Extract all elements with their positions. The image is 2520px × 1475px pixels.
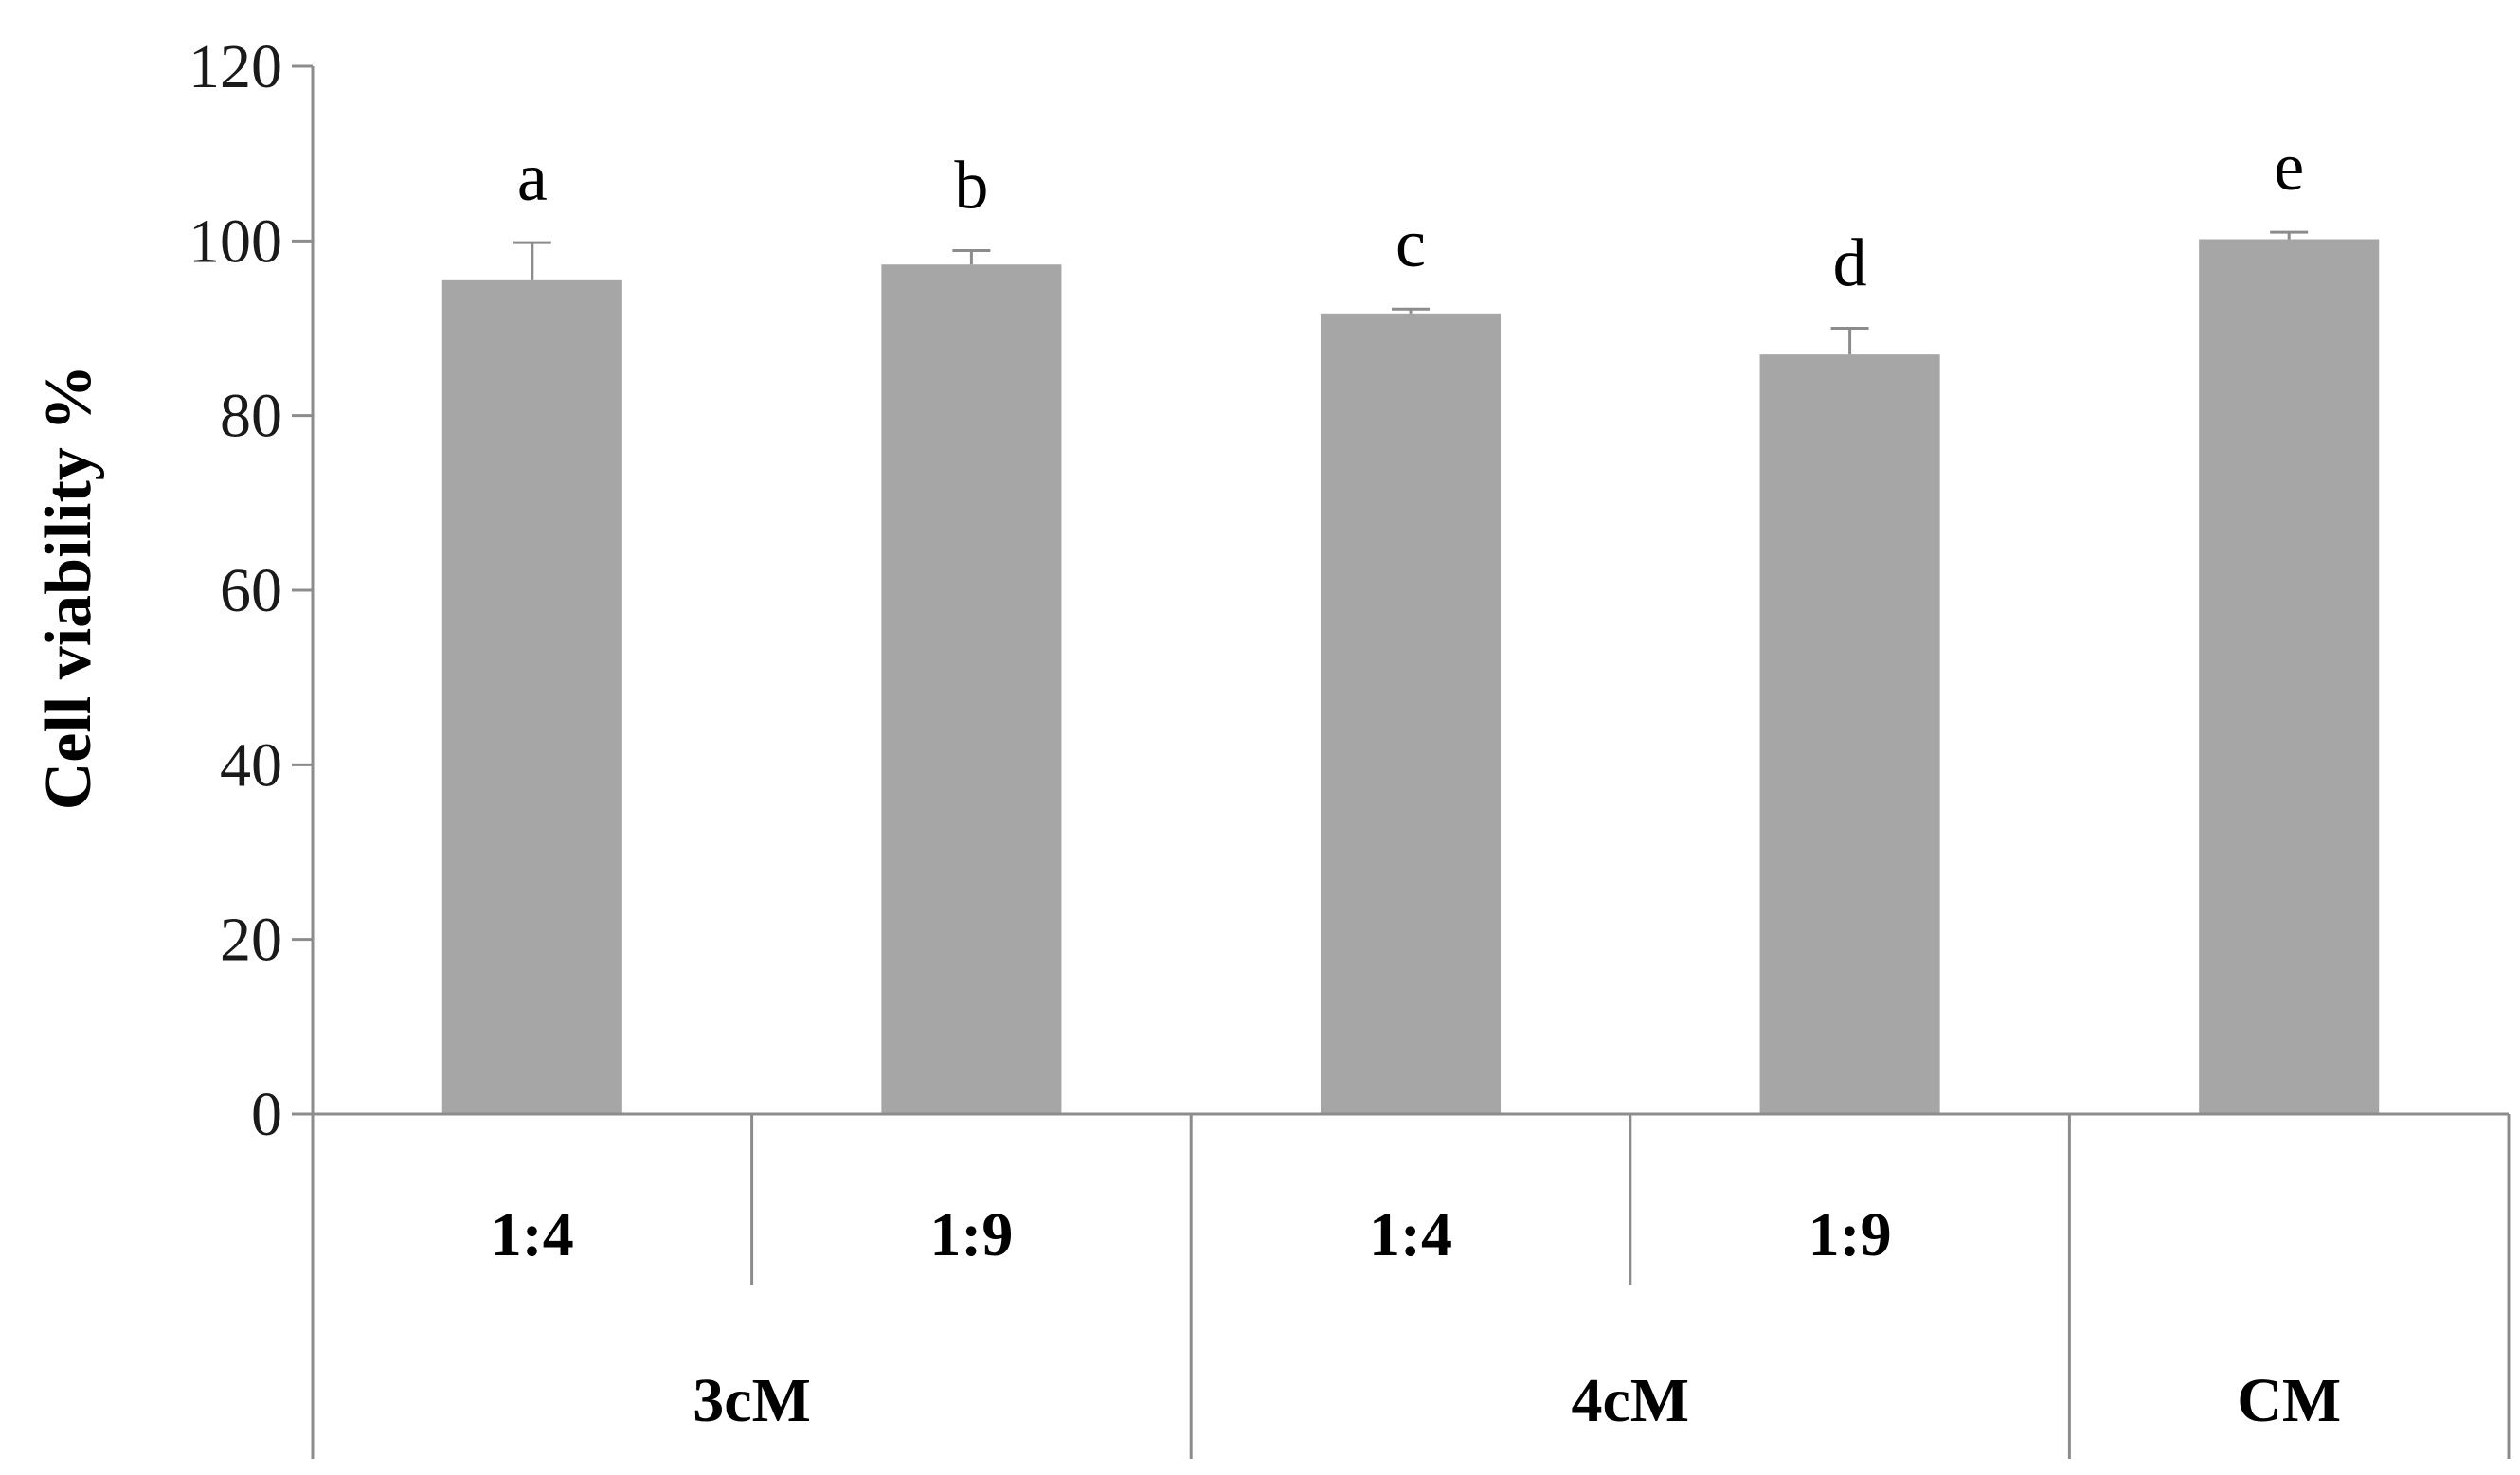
bar	[1320, 313, 1502, 1114]
x-group-label: CM	[2237, 1366, 2341, 1435]
y-tick-label: 0	[251, 1080, 282, 1149]
y-tick-label: 60	[220, 556, 282, 625]
y-tick-label: 20	[220, 906, 282, 975]
y-axis: 0 20 40 60 80 100 120	[189, 32, 315, 1149]
bar	[881, 264, 1062, 1114]
significance-label: e	[2274, 129, 2304, 205]
y-tick-label: 120	[189, 32, 282, 101]
y-tick-label: 40	[220, 730, 282, 800]
bar	[441, 279, 622, 1114]
significance-label: a	[517, 139, 548, 215]
x-category-label: 1:9	[929, 1200, 1013, 1269]
y-axis-title: Cell viability %	[32, 365, 105, 811]
x-axis: 1:4 1:9 1:4 1:9 3cM 4cM CM	[311, 1112, 2511, 1459]
bar	[1759, 354, 1940, 1114]
significance-label: b	[954, 147, 988, 223]
x-category-label: 1:4	[1369, 1200, 1452, 1269]
y-tick-label: 80	[220, 382, 282, 451]
bars: a b c d e	[441, 129, 2380, 1115]
x-group-label: 3cM	[693, 1366, 811, 1435]
bar	[2199, 239, 2380, 1115]
y-tick-label: 100	[189, 207, 282, 276]
x-category-label: 1:9	[1809, 1200, 1892, 1269]
significance-label: d	[1833, 225, 1867, 301]
x-group-label: 4cM	[1572, 1366, 1690, 1435]
significance-label: c	[1395, 206, 1426, 281]
x-category-label: 1:4	[491, 1200, 574, 1269]
